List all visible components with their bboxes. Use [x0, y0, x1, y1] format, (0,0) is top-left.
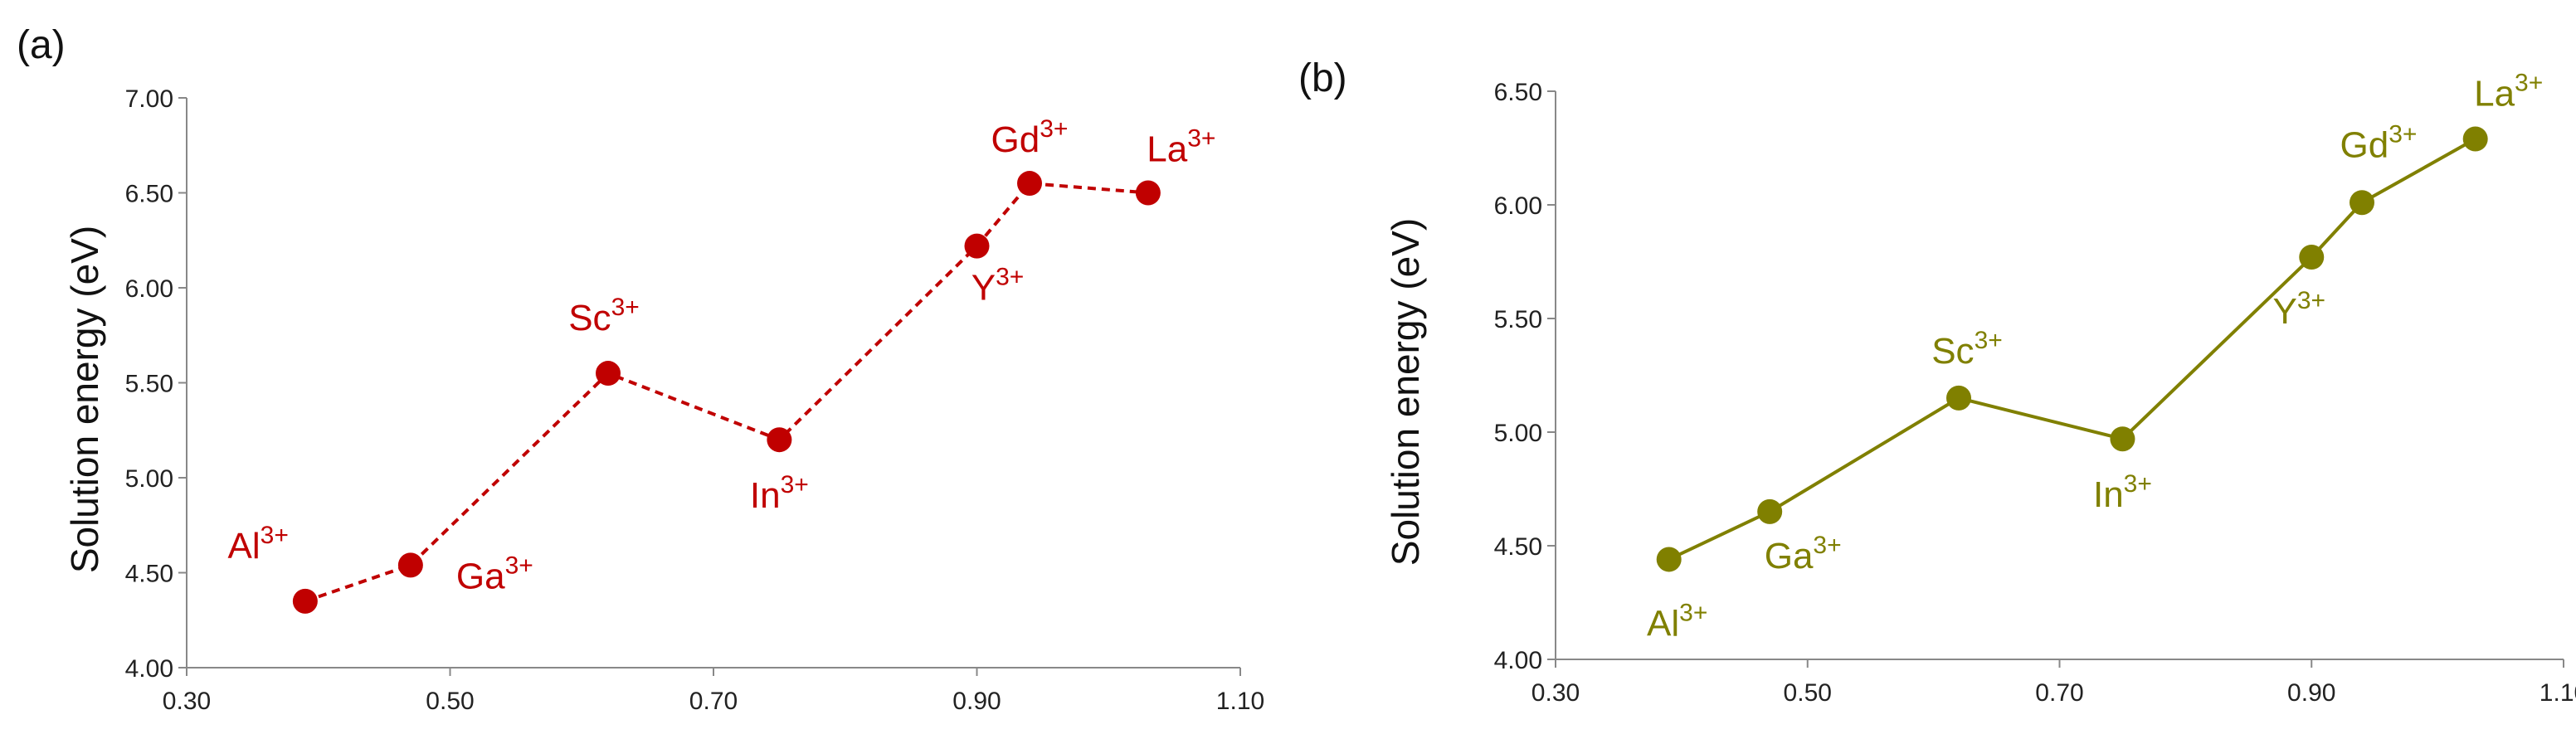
data-point-sc: [1946, 385, 1971, 411]
data-point-in: [2110, 426, 2135, 452]
data-point-ga: [397, 552, 423, 578]
x-tick-label: 0.30: [163, 688, 211, 715]
x-tick-label: 0.50: [1784, 679, 1832, 707]
x-tick-label: 0.90: [2287, 679, 2335, 707]
data-point-y: [2299, 245, 2325, 270]
x-tick-label: 0.70: [2035, 679, 2083, 707]
data-point-al: [1656, 547, 1682, 572]
y-tick-label: 4.50: [1494, 533, 1542, 561]
y-tick-label: 5.00: [125, 465, 173, 493]
data-point-gd: [1017, 171, 1042, 197]
x-tick-label: 0.30: [1531, 679, 1580, 707]
data-label-la: La3+: [1147, 125, 1215, 170]
y-tick-label: 4.00: [125, 655, 173, 683]
y-tick-label: 5.50: [125, 371, 173, 398]
data-point-ga: [1757, 498, 1783, 524]
panel-label-a: (a): [17, 23, 66, 67]
y-tick-label: 4.00: [1494, 647, 1542, 674]
x-tick-label: 0.90: [952, 688, 1001, 715]
data-label-y: Y3+: [971, 264, 1025, 309]
data-label-la: La3+: [2474, 70, 2543, 114]
data-point-al: [292, 588, 318, 614]
data-label-y: Y3+: [2272, 287, 2325, 332]
chart-a: (a) 4.00 4.50 5.00 5.50 6.00 6.50 7.00 0.30 0.50…: [17, 23, 1264, 715]
y-tick-label: 6.50: [125, 181, 173, 208]
data-label-gd: Gd3+: [2340, 120, 2418, 165]
y-axis-title: Solution energy (eV): [1384, 218, 1427, 566]
data-point-la: [1135, 180, 1161, 206]
data-point-la: [2462, 126, 2488, 152]
data-point-gd: [2350, 190, 2374, 216]
data-label-al: Al3+: [228, 522, 289, 566]
data-label-ga: Ga3+: [456, 552, 533, 596]
series-line: [304, 181, 1149, 603]
data-label-in: In3+: [2093, 470, 2152, 515]
panel-label-b: (b): [1298, 56, 1347, 100]
data-point-sc: [596, 361, 621, 387]
y-tick-label: 6.50: [1494, 79, 1542, 106]
data-label-in: In3+: [750, 471, 809, 516]
x-tick-label: 0.50: [426, 688, 474, 715]
x-tick-label: 1.10: [2539, 679, 2576, 707]
data-label-sc: Sc3+: [568, 294, 640, 338]
data-label-sc: Sc3+: [1931, 327, 2003, 372]
data-point-y: [964, 233, 990, 259]
y-tick-label: 5.00: [1494, 420, 1542, 447]
data-label-al: Al3+: [1647, 599, 1707, 644]
y-tick-label: 7.00: [125, 85, 173, 113]
y-tick-label: 6.00: [1494, 192, 1542, 220]
y-tick-label: 5.50: [1494, 306, 1542, 333]
data-label-ga: Ga3+: [1765, 532, 1842, 576]
x-tick-label: 0.70: [689, 688, 738, 715]
y-tick-label: 6.00: [125, 275, 173, 303]
data-label-gd: Gd3+: [991, 115, 1069, 160]
y-tick-label: 4.50: [125, 561, 173, 588]
x-tick-label: 1.10: [1216, 688, 1264, 715]
chart-b: (b) 4.00 4.50 5.00 5.50 6.00 6.50 0.30 0.50 0.70…: [1298, 56, 2576, 707]
data-point-in: [767, 427, 792, 453]
y-axis-title: Solution energy (eV): [63, 226, 106, 573]
